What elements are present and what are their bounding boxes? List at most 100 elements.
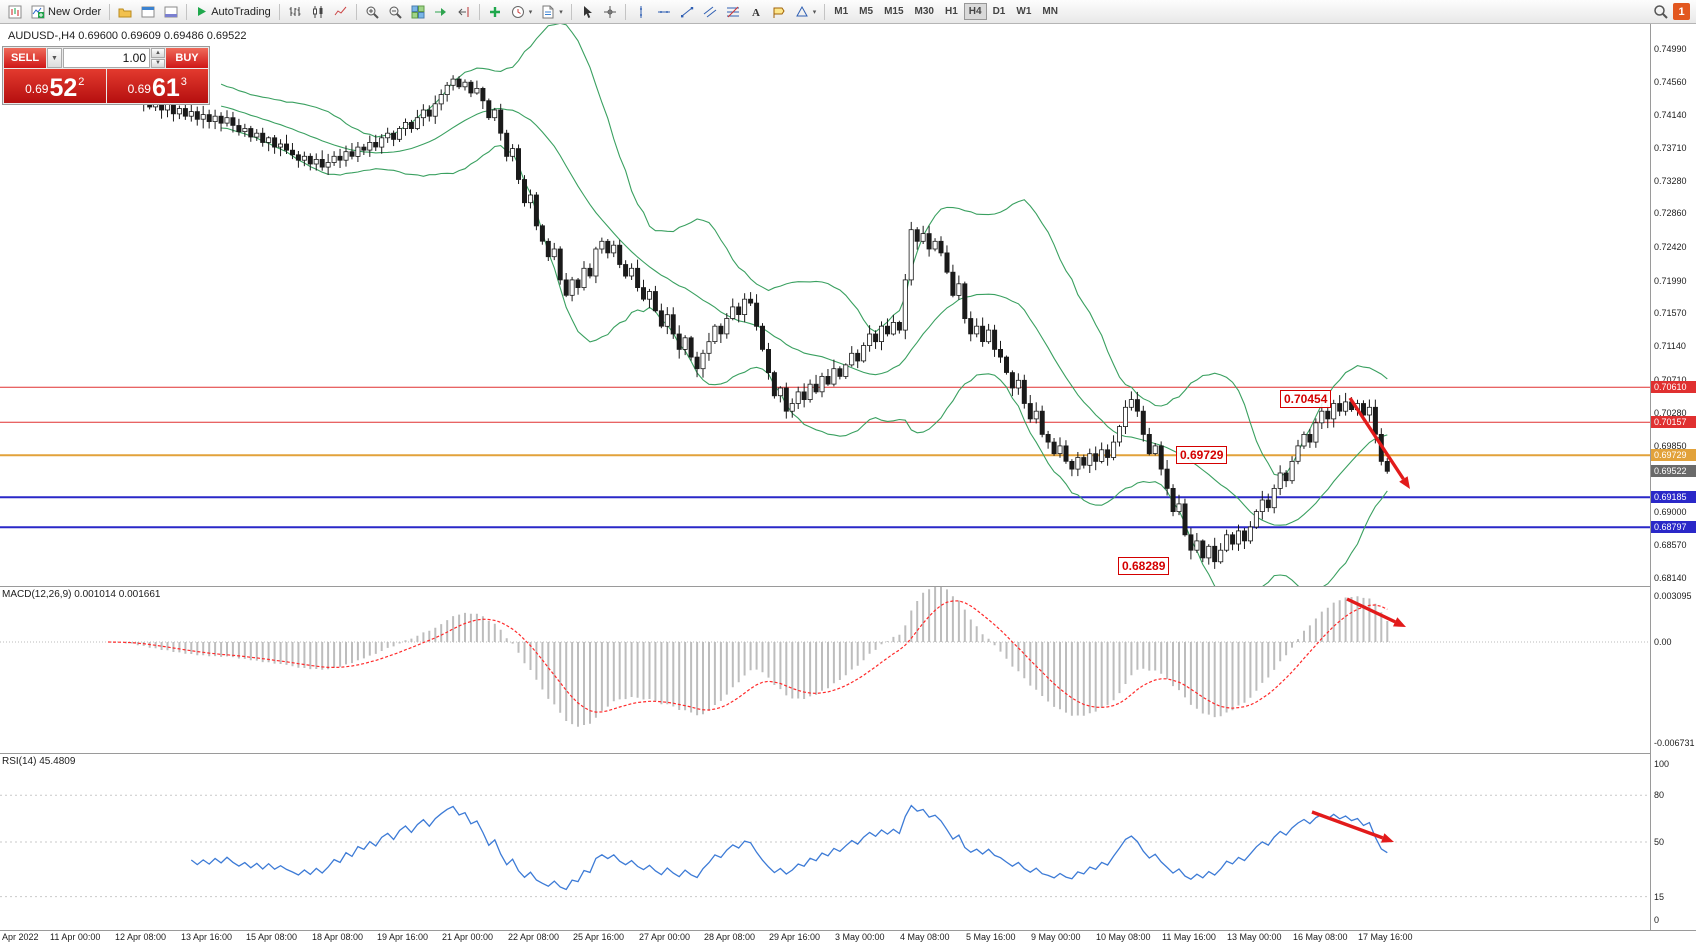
notification-badge[interactable]: 1 — [1673, 3, 1690, 20]
volume-input[interactable]: 1.00 — [63, 48, 150, 68]
price-callout[interactable]: 0.68289 — [1118, 557, 1170, 575]
price-axis[interactable]: 0.74990 0.74560 0.74140 0.73710 0.73280 0.728… — [1650, 24, 1696, 930]
trendline-tool-button[interactable] — [676, 2, 698, 22]
zoom-out-button[interactable] — [384, 2, 406, 22]
line-chart-icon — [334, 6, 347, 15]
time-axis-label: 9 May 00:00 — [1031, 932, 1081, 942]
main-chart-panel[interactable]: AUDUSD-,H4 0.69600 0.69609 0.69486 0.695… — [0, 24, 1650, 586]
toolbar-separator — [624, 3, 626, 20]
horizontal-line-tool-button[interactable] — [653, 2, 675, 22]
price-axis-label: 0.71990 — [1654, 276, 1687, 286]
crosshair-tool-button[interactable] — [599, 2, 621, 22]
rsi-canvas[interactable] — [0, 754, 1650, 930]
tile-windows-button[interactable] — [407, 2, 429, 22]
buy-price-big: 61 — [151, 74, 180, 102]
time-axis-label: 29 Apr 16:00 — [769, 932, 821, 942]
vertical-line-tool-button[interactable] — [630, 2, 652, 22]
price-level-tag[interactable]: 0.69185 — [1651, 491, 1696, 503]
search-icon — [1654, 5, 1668, 19]
price-callout[interactable]: 0.69729 — [1176, 446, 1228, 464]
macd-histogram — [113, 587, 1389, 727]
buy-button[interactable]: BUY — [166, 48, 208, 68]
price-axis-label: 0.72860 — [1654, 208, 1687, 218]
label-tool-button[interactable] — [768, 2, 790, 22]
toolbar-separator — [824, 3, 826, 20]
periods-button[interactable]: ▾ — [507, 2, 537, 22]
price-level-tag[interactable]: 0.68797 — [1651, 521, 1696, 533]
current-price-tag[interactable]: 0.69522 — [1651, 465, 1696, 477]
zoom-in-button[interactable] — [361, 2, 383, 22]
cursor-tool-button[interactable] — [576, 2, 598, 22]
price-axis-label: 0.69000 — [1654, 507, 1687, 517]
trendline-icon — [680, 6, 693, 17]
timeframe-m1-button[interactable]: M1 — [834, 6, 849, 17]
templates-button[interactable]: ▾ — [537, 2, 567, 22]
auto-scroll-button[interactable] — [430, 2, 452, 22]
buy-price-box[interactable]: 0.69 61 3 — [106, 69, 208, 103]
cursor-icon — [583, 5, 592, 18]
price-axis-label: 0.74140 — [1654, 110, 1687, 120]
trend-arrow[interactable] — [1346, 597, 1406, 627]
trend-arrow[interactable] — [1311, 810, 1394, 843]
volume-dropdown-button[interactable]: ▼ — [47, 48, 62, 68]
autotrading-button[interactable]: AutoTrading — [191, 2, 275, 22]
main-chart-canvas[interactable] — [0, 24, 1650, 586]
fibonacci-tool-button[interactable] — [722, 2, 744, 22]
price-callout[interactable]: 0.70454 — [1280, 390, 1332, 408]
line-chart-mode-button[interactable] — [330, 2, 352, 22]
price-level-tag[interactable]: 0.69729 — [1651, 449, 1696, 461]
chart-button[interactable] — [4, 2, 26, 22]
volume-down-button[interactable]: ▼ — [151, 58, 165, 68]
bar-chart-icon — [289, 6, 301, 16]
price-level-tag[interactable]: 0.70157 — [1651, 416, 1696, 428]
price-axis-label: 0.70280 — [1654, 408, 1687, 418]
time-axis-label: 15 Apr 08:00 — [246, 932, 298, 942]
text-tool-button[interactable]: A — [745, 2, 767, 22]
rsi-axis-label: 15 — [1654, 892, 1665, 902]
rsi-line — [190, 804, 1388, 891]
channel-tool-button[interactable] — [699, 2, 721, 22]
macd-canvas[interactable] — [0, 587, 1650, 753]
terminal-window-button[interactable] — [160, 2, 182, 22]
time-axis-label: 21 Apr 00:00 — [442, 932, 494, 942]
price-level-tag[interactable]: 0.70610 — [1651, 381, 1696, 393]
rsi-axis-label: 80 — [1654, 790, 1665, 800]
timeframe-d1-button[interactable]: D1 — [992, 6, 1006, 17]
candlestick-icon — [312, 5, 323, 18]
rsi-panel[interactable]: RSI(14) 45.4809 — [0, 754, 1650, 930]
timeframe-w1-button[interactable]: W1 — [1016, 6, 1032, 17]
timeframe-m30-button[interactable]: M30 — [914, 6, 934, 17]
indicators-button[interactable] — [484, 2, 506, 22]
volume-up-button[interactable]: ▲ — [151, 48, 165, 58]
template-document-icon — [542, 5, 554, 18]
tile-windows-icon — [411, 5, 425, 18]
timeframe-mn-button[interactable]: MN — [1042, 6, 1058, 17]
shapes-tool-button[interactable]: ▾ — [791, 2, 821, 22]
trend-arrow[interactable] — [1348, 397, 1410, 489]
candlestick-mode-button[interactable] — [307, 2, 329, 22]
one-click-trading-widget: SELL ▼ 1.00 ▲ ▼ BUY 0.69 52 2 0.69 61 3 — [2, 46, 210, 105]
bar-chart-mode-button[interactable] — [284, 2, 306, 22]
timeframe-h1-button[interactable]: H1 — [944, 6, 958, 17]
search-button[interactable] — [1649, 2, 1672, 22]
panel-separator[interactable] — [0, 586, 1696, 587]
charts-window-button[interactable] — [137, 2, 159, 22]
timeframe-m5-button[interactable]: M5 — [859, 6, 874, 17]
price-axis-label: 0.73280 — [1654, 176, 1687, 186]
macd-panel[interactable]: MACD(12,26,9) 0.001014 0.001661 — [0, 587, 1650, 753]
timeframe-h4-button[interactable]: H4 — [963, 3, 987, 20]
chevron-down-icon: ▾ — [528, 8, 533, 16]
chevron-down-icon: ▾ — [812, 8, 817, 16]
time-axis-label: 22 Apr 08:00 — [508, 932, 560, 942]
clock-icon — [511, 5, 524, 18]
timeframe-m15-button[interactable]: M15 — [884, 6, 904, 17]
panel-separator[interactable] — [0, 753, 1696, 754]
price-axis-label: 0.71140 — [1654, 341, 1686, 351]
new-order-button[interactable]: New Order — [27, 2, 105, 22]
sell-button[interactable]: SELL — [4, 48, 46, 68]
chart-shift-button[interactable] — [453, 2, 475, 22]
zoom-in-icon — [366, 6, 379, 19]
profiles-button[interactable] — [114, 2, 136, 22]
time-axis[interactable]: Apr 2022 11 Apr 00:00 12 Apr 08:00 13 Apr 1… — [0, 930, 1696, 943]
sell-price-box[interactable]: 0.69 52 2 — [4, 69, 106, 103]
